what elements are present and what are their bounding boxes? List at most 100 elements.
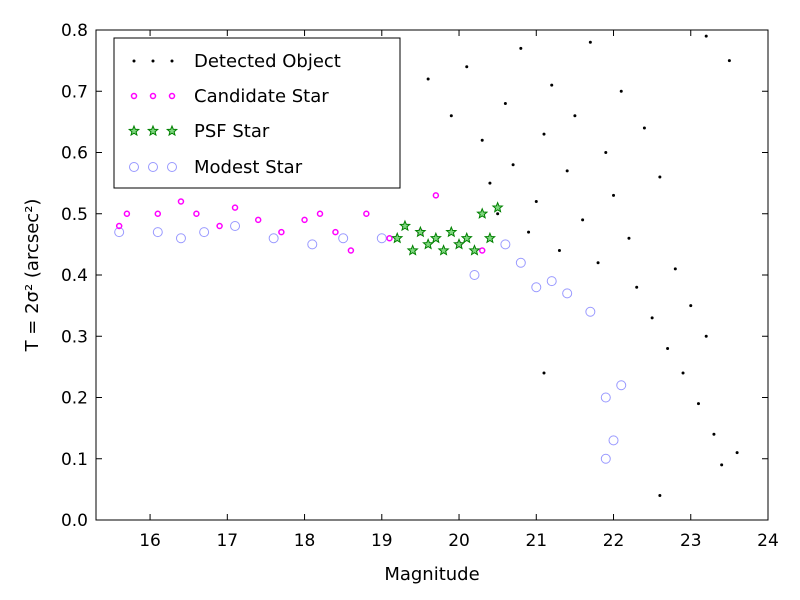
legend-marker-psf-star [146, 124, 160, 137]
detected-object-point [557, 249, 561, 252]
plot-marks [114, 34, 739, 497]
detected-object-point [658, 175, 662, 179]
psf-star-point [468, 244, 481, 256]
legend-marker-modest-star [129, 162, 139, 172]
modest-star-point [114, 227, 125, 238]
detected-object-point [720, 463, 724, 467]
y-tick-label: 0.2 [61, 389, 88, 409]
detected-object-point [704, 34, 708, 38]
modest-star-point [600, 453, 611, 464]
detected-object-point [503, 102, 507, 105]
modest-star-point [175, 233, 186, 244]
detected-object-point [712, 432, 716, 436]
detected-object-point [542, 132, 546, 136]
detected-object-point [511, 163, 515, 167]
legend-item-candidate-star: Candidate Star [130, 86, 329, 107]
modest-star-point [268, 233, 279, 244]
candidate-star-point [386, 235, 393, 242]
detected-object-point [581, 218, 585, 222]
candidate-star-point [154, 210, 162, 217]
modest-star-point [338, 233, 349, 244]
modest-star-point [199, 227, 210, 238]
psf-star-point [422, 238, 435, 250]
legend-marker-modest-star [148, 162, 158, 172]
detected-object-point [635, 285, 639, 289]
y-tick-label: 0.5 [61, 205, 88, 225]
detected-object-point [666, 347, 670, 350]
detected-object-point [573, 114, 577, 118]
modest-star-point [152, 227, 163, 238]
detected-object-point [704, 334, 708, 338]
modest-star-point [500, 239, 511, 250]
y-axis-title: T = 2σ² (arcsec²) [22, 199, 43, 353]
y-tick-label: 0.8 [61, 21, 88, 41]
legend-marker-psf-star [127, 124, 141, 137]
legend-marker-detected-object [132, 59, 136, 63]
candidate-star-point [216, 222, 223, 230]
detected-object-point [426, 77, 430, 81]
legend-marker-psf-star [165, 124, 179, 137]
candidate-star-point [363, 210, 370, 217]
x-tick-label: 24 [757, 531, 779, 551]
y-axis: 0.0 0.1 0.2 0.3 0.4 0.5 0.6 0.7 0.8 [61, 21, 768, 531]
psf-star-point [414, 225, 427, 238]
x-tick-label: 23 [680, 531, 702, 551]
modest-star-point [230, 221, 241, 231]
candidate-star-point [432, 192, 440, 199]
detected-object-point [588, 40, 592, 44]
x-tick-label: 21 [525, 531, 547, 551]
psf-star-point [406, 244, 419, 256]
psf-star-point [453, 238, 466, 250]
candidate-star-point [316, 210, 324, 217]
legend-marker-detected-object [151, 59, 155, 63]
x-tick-label: 22 [603, 531, 625, 551]
legend-item-psf-star: PSF Star [127, 121, 270, 142]
legend-marker-candidate-star [130, 92, 138, 100]
detected-object-point [650, 316, 654, 320]
y-tick-label: 0.7 [61, 82, 88, 102]
modest-star-point [608, 435, 619, 446]
detected-object-point [696, 402, 700, 406]
y-tick-label: 0.3 [61, 327, 88, 347]
detected-object-point [465, 65, 469, 69]
y-tick-label: 0.6 [61, 144, 88, 164]
detected-object-point [627, 236, 631, 240]
detected-object-point [488, 181, 492, 185]
modest-star-point [585, 306, 596, 317]
candidate-star-point [177, 198, 185, 205]
detected-object-point [596, 261, 600, 265]
modest-star-point [546, 276, 557, 287]
psf-star-point [460, 231, 473, 244]
x-tick-label: 17 [216, 531, 238, 551]
y-tick-label: 0.0 [61, 511, 88, 531]
detected-object-point [534, 200, 538, 203]
psf-star-point [491, 201, 504, 213]
detected-object-point [542, 371, 546, 375]
x-axis-title: Magnitude [384, 564, 479, 585]
y-tick-label: 0.1 [61, 450, 88, 470]
legend-box [113, 37, 401, 189]
candidate-star-point [193, 210, 200, 217]
detected-object-point [496, 212, 500, 216]
detected-object-point [565, 169, 569, 173]
detected-object-point [642, 126, 646, 130]
psf-star-point [391, 231, 404, 244]
x-tick-label: 20 [448, 531, 470, 551]
detected-object-point [673, 267, 677, 271]
detected-object-point [480, 138, 484, 142]
psf-star-point [445, 225, 458, 238]
modest-star-point [600, 392, 611, 403]
modest-star-point [376, 233, 387, 244]
detected-object-point [612, 193, 616, 197]
x-tick-label: 16 [139, 531, 161, 551]
psf-star-point [476, 207, 489, 219]
modest-star-point [562, 288, 573, 299]
candidate-star-point [278, 228, 285, 236]
legend-marker-candidate-star [149, 92, 157, 100]
legend-label-modest-star: Modest Star [194, 157, 303, 178]
x-tick-label: 18 [294, 531, 316, 551]
candidate-star-point [115, 222, 123, 230]
detected-object-point [527, 230, 531, 234]
candidate-star-point [478, 247, 486, 254]
